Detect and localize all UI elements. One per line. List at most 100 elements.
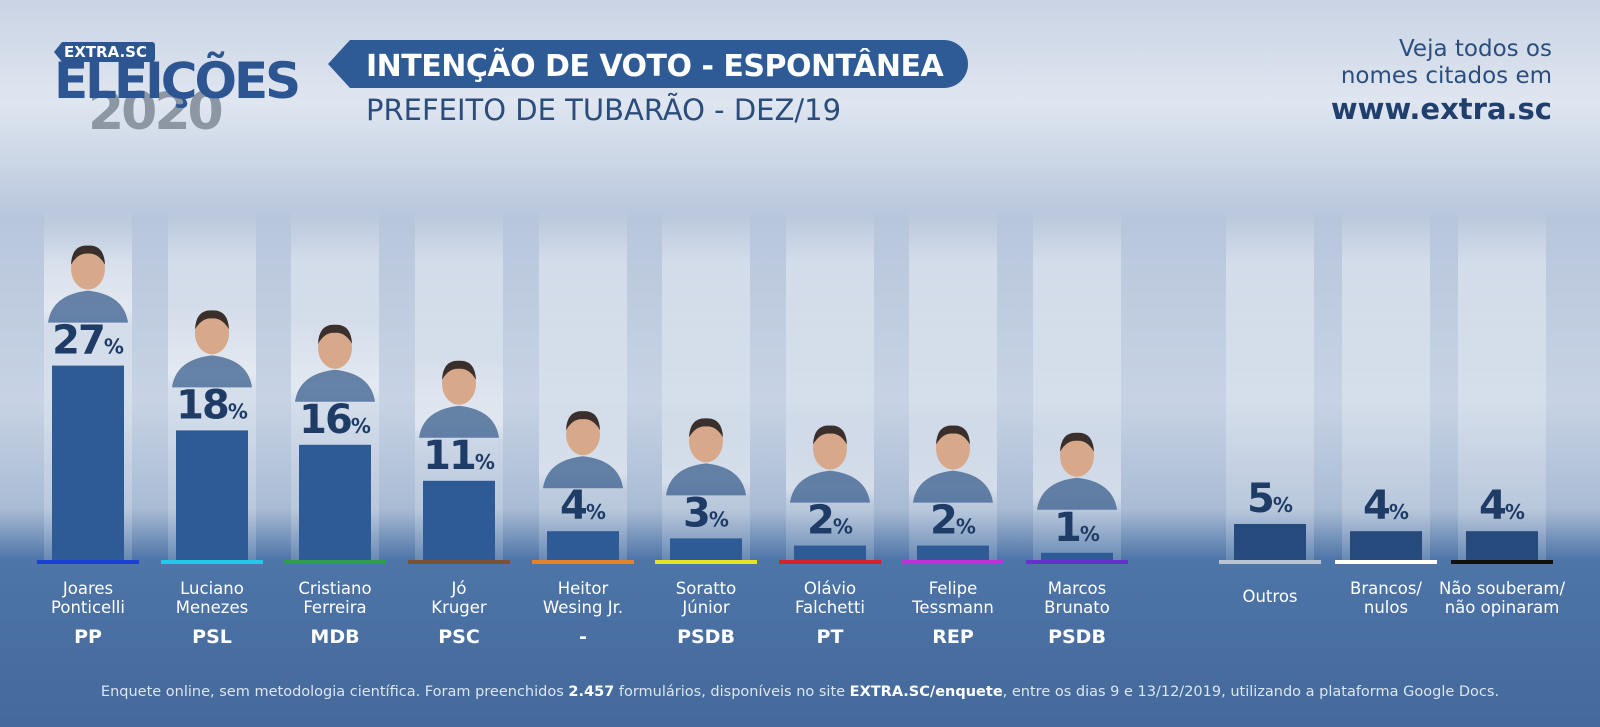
bar-mark <box>423 480 495 560</box>
party-color-line <box>37 560 139 564</box>
bar-value-label: 11% <box>423 433 495 479</box>
bar-value-label: 1% <box>1054 505 1100 551</box>
party-color-line <box>1219 560 1321 564</box>
bar-group-11: 4% Não souberam/não opinaram <box>1439 210 1566 617</box>
bar-mark <box>794 545 866 560</box>
candidate-name-label: Joares <box>62 579 113 598</box>
footnote-count: 2.457 <box>568 684 615 700</box>
party-label: PSDB <box>1048 626 1106 648</box>
candidate-name-label: Outros <box>1242 587 1297 606</box>
party-color-line <box>1026 560 1128 564</box>
bar-column-bg <box>662 210 750 560</box>
bar-value-label: 16% <box>299 397 371 443</box>
bar-group-10: 4% Brancos/nulos <box>1335 210 1437 617</box>
candidate-name-label: Brunato <box>1044 598 1110 617</box>
promo-block: Veja todos os nomes citados em www.extra… <box>1331 36 1552 128</box>
candidate-name-label: Falchetti <box>795 598 865 617</box>
footnote-site: EXTRA.SC/enquete <box>849 684 1003 700</box>
candidate-name-label: nulos <box>1364 598 1408 617</box>
party-color-line <box>532 560 634 564</box>
bar-value-label: 18% <box>176 382 248 428</box>
bar-value-label: 4% <box>560 483 606 529</box>
party-label: PP <box>74 626 102 648</box>
footnote-text-2: formulários, disponíveis no site <box>614 684 850 700</box>
bar-value-label: 2% <box>807 498 853 544</box>
logo-year: 2020 <box>88 82 224 142</box>
party-color-line <box>161 560 263 564</box>
chart-title: INTENÇÃO DE VOTO - ESPONTÂNEA <box>366 49 944 84</box>
elections-logo: EXTRA.SC 2020 ELEIÇÕES <box>48 40 301 138</box>
party-color-line <box>655 560 757 564</box>
party-label: PSL <box>192 626 232 648</box>
party-label: - <box>579 626 587 648</box>
candidate-name-label: Cristiano <box>298 579 371 598</box>
candidate-name-label: Tessmann <box>911 598 994 617</box>
party-label: PSC <box>438 626 480 648</box>
party-color-line <box>1335 560 1437 564</box>
candidate-photo <box>1033 427 1121 513</box>
party-color-line <box>1451 560 1553 564</box>
candidate-photo <box>44 240 132 326</box>
bar-mark <box>176 430 248 560</box>
party-label: REP <box>932 626 974 648</box>
candidate-name-label: Olávio <box>804 579 856 598</box>
chart-subtitle: PREFEITO DE TUBARÃO - DEZ/19 <box>366 93 842 127</box>
candidate-name-label: Wesing Jr. <box>543 598 623 617</box>
party-label: PSDB <box>677 626 735 648</box>
methodology-footnote: Enquete online, sem metodologia científi… <box>0 684 1600 700</box>
bar-value-label: 4% <box>1479 483 1525 529</box>
bar-value-label: 4% <box>1363 483 1409 529</box>
bar-mark <box>917 545 989 560</box>
candidate-name-label: Heitor <box>558 579 609 598</box>
promo-url-link[interactable]: www.extra.sc <box>1330 92 1552 126</box>
promo-line-2: nomes citados em <box>1340 63 1552 89</box>
bar-group-9: 5% Outros <box>1219 210 1321 606</box>
candidate-name-label: Brancos/ <box>1350 579 1422 598</box>
candidate-photo <box>662 413 750 499</box>
logo-brand-tag: EXTRA.SC <box>54 42 155 62</box>
party-color-line <box>779 560 881 564</box>
candidate-photo <box>539 406 627 492</box>
bar-column-bg <box>1342 210 1430 560</box>
candidate-photo <box>168 305 256 391</box>
party-color-line <box>284 560 386 564</box>
party-color-line <box>902 560 1004 564</box>
footnote-text-3: , entre os dias 9 e 13/12/2019, utilizan… <box>1002 684 1500 700</box>
candidate-photo <box>786 420 874 506</box>
bar-value-label: 5% <box>1247 476 1293 522</box>
candidate-photo <box>909 420 997 506</box>
bar-mark <box>1234 524 1306 560</box>
candidate-name-label: Ferreira <box>303 598 366 617</box>
bar-mark <box>1350 531 1422 560</box>
footnote-text-1: Enquete online, sem metodologia científi… <box>100 684 569 700</box>
party-color-line <box>408 560 510 564</box>
bar-column-bg <box>539 210 627 560</box>
candidate-name-label: Jó <box>451 579 467 598</box>
candidate-photo <box>415 355 503 441</box>
bar-value-label: 2% <box>930 498 976 544</box>
bar-value-label: 3% <box>683 490 729 536</box>
party-label: MDB <box>310 626 359 648</box>
candidate-photo <box>291 319 379 405</box>
bar-mark <box>670 538 742 560</box>
candidate-name-label: Luciano <box>180 579 244 598</box>
bar-value-label: 27% <box>52 318 124 364</box>
candidate-name-label: Ponticelli <box>51 598 125 617</box>
candidate-name-label: Felipe <box>929 579 978 598</box>
promo-line-1: Veja todos os <box>1398 36 1552 62</box>
candidate-name-label: Menezes <box>176 598 248 617</box>
candidate-name-label: Não souberam/ <box>1439 579 1566 598</box>
bar-mark <box>547 531 619 560</box>
logo-word: ELEIÇÕES <box>54 52 301 110</box>
candidate-name-label: Soratto <box>676 579 737 598</box>
candidate-name-label: Marcos <box>1048 579 1107 598</box>
